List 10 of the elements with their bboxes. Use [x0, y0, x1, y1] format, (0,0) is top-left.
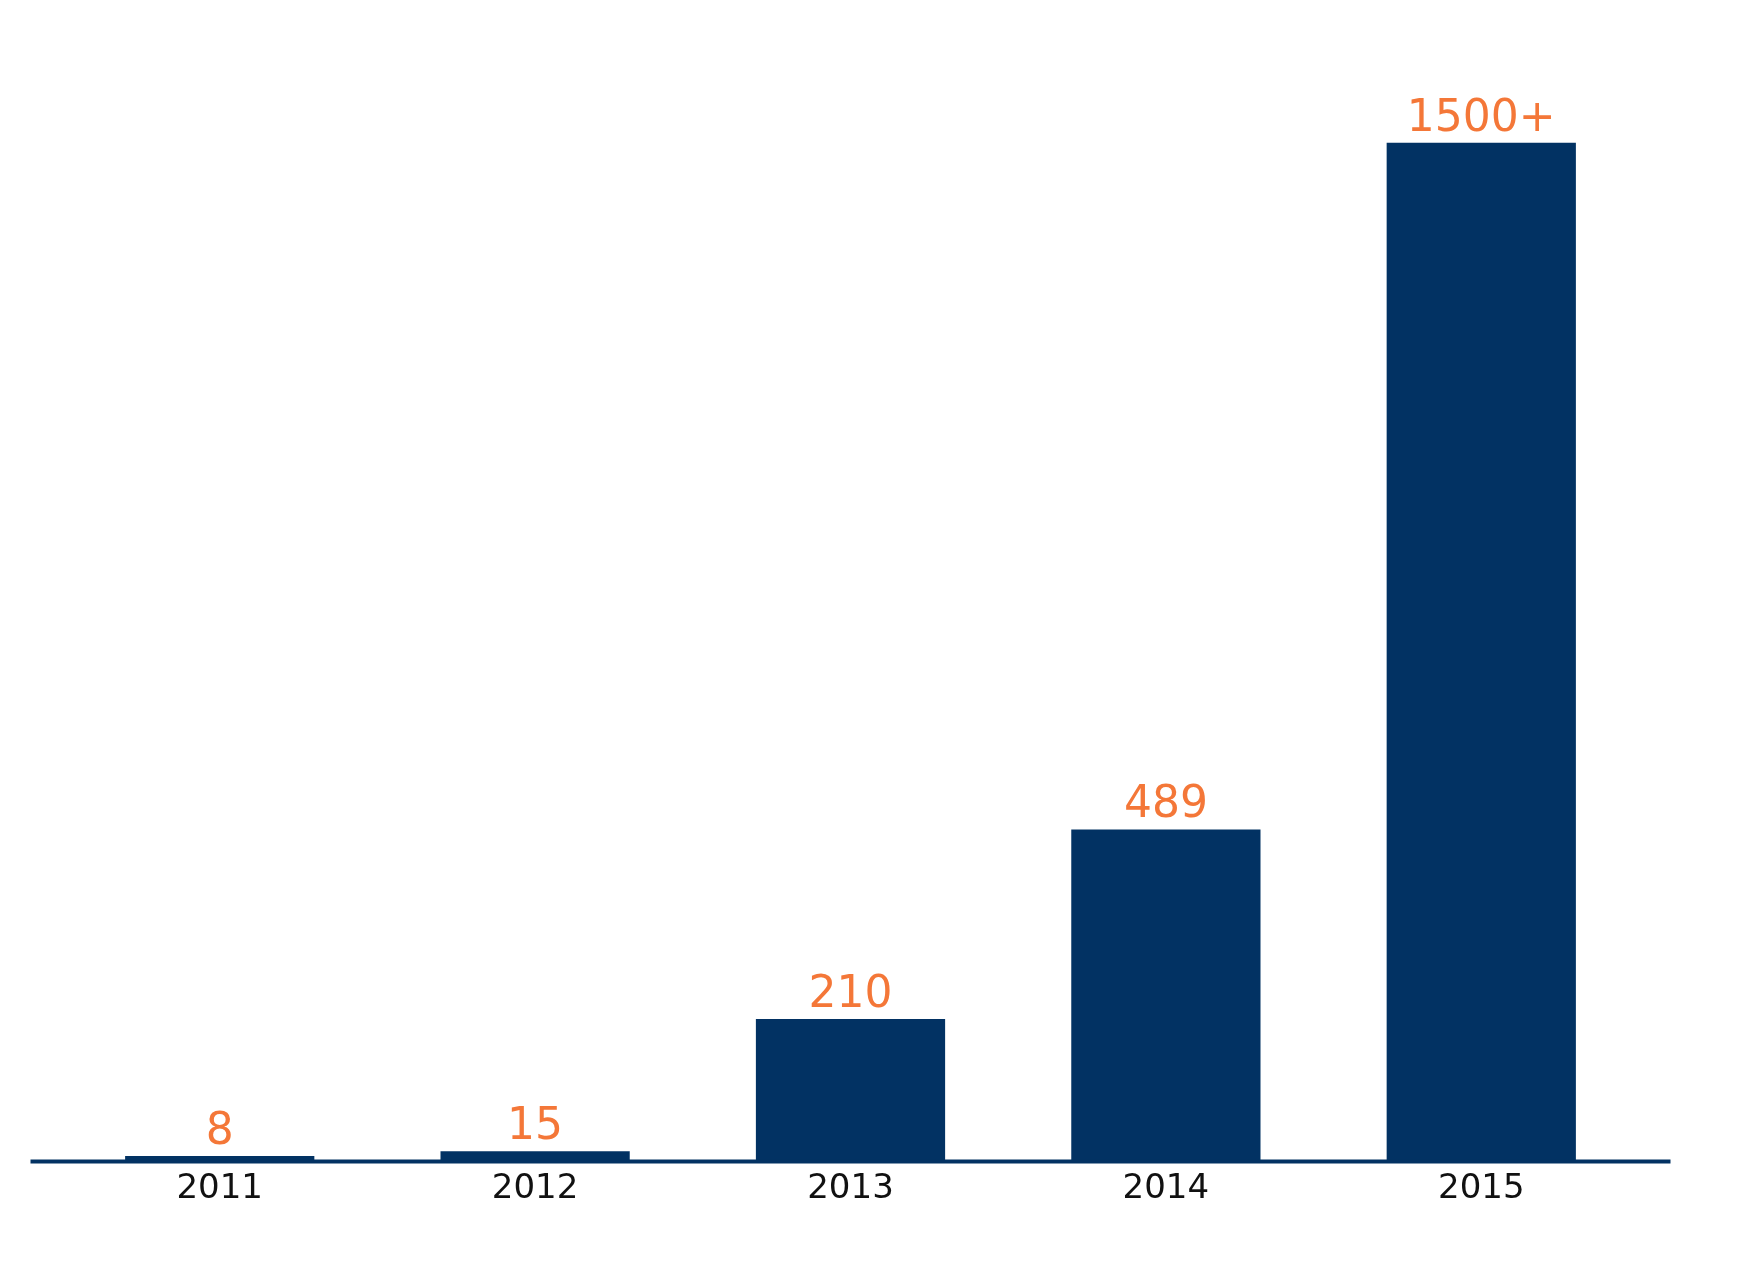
x-tick-label: 2013	[807, 1165, 894, 1206]
x-tick-label: 2012	[491, 1165, 579, 1206]
x-tick-label: 2011	[176, 1165, 263, 1206]
data-label: 15	[507, 1098, 564, 1150]
x-tick-label: 2014	[1122, 1165, 1210, 1206]
data-label: 210	[808, 965, 893, 1017]
data-label: 1500+	[1406, 89, 1556, 141]
x-tick-label: 2015	[1438, 1165, 1525, 1206]
data-label: 489	[1123, 776, 1208, 828]
data-label: 8	[205, 1103, 234, 1155]
